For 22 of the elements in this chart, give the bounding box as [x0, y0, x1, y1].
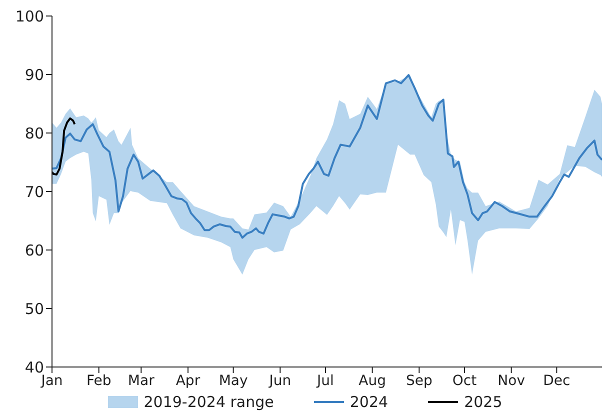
y-tick-label: 70	[24, 182, 44, 201]
y-tick-label: 60	[24, 241, 44, 260]
x-tick-label: Aug	[358, 372, 386, 389]
x-tick-label: Dec	[543, 372, 570, 389]
y-tick-label: 80	[24, 124, 44, 142]
x-tick-label: Jun	[268, 372, 292, 389]
x-tick-label: Mar	[128, 372, 155, 389]
y-tick-label: 50	[24, 300, 44, 318]
x-tick-label: Jul	[316, 372, 334, 389]
line-series	[52, 74, 602, 239]
x-tick-label: Oct	[452, 372, 478, 389]
y-tick-label: 90	[24, 66, 44, 84]
legend-label: 2024	[350, 393, 388, 411]
line-series	[52, 117, 76, 176]
x-tick-label: Nov	[498, 372, 526, 389]
legend-label: 2019-2024 range	[144, 393, 274, 411]
y-tick-label: 100	[15, 7, 44, 26]
x-tick-label: Apr	[176, 372, 200, 389]
x-tick-label: Feb	[86, 372, 112, 389]
x-tick-label: Sep	[406, 372, 432, 389]
legend-label: 2025	[464, 393, 502, 411]
x-tick-label: May	[218, 372, 248, 389]
